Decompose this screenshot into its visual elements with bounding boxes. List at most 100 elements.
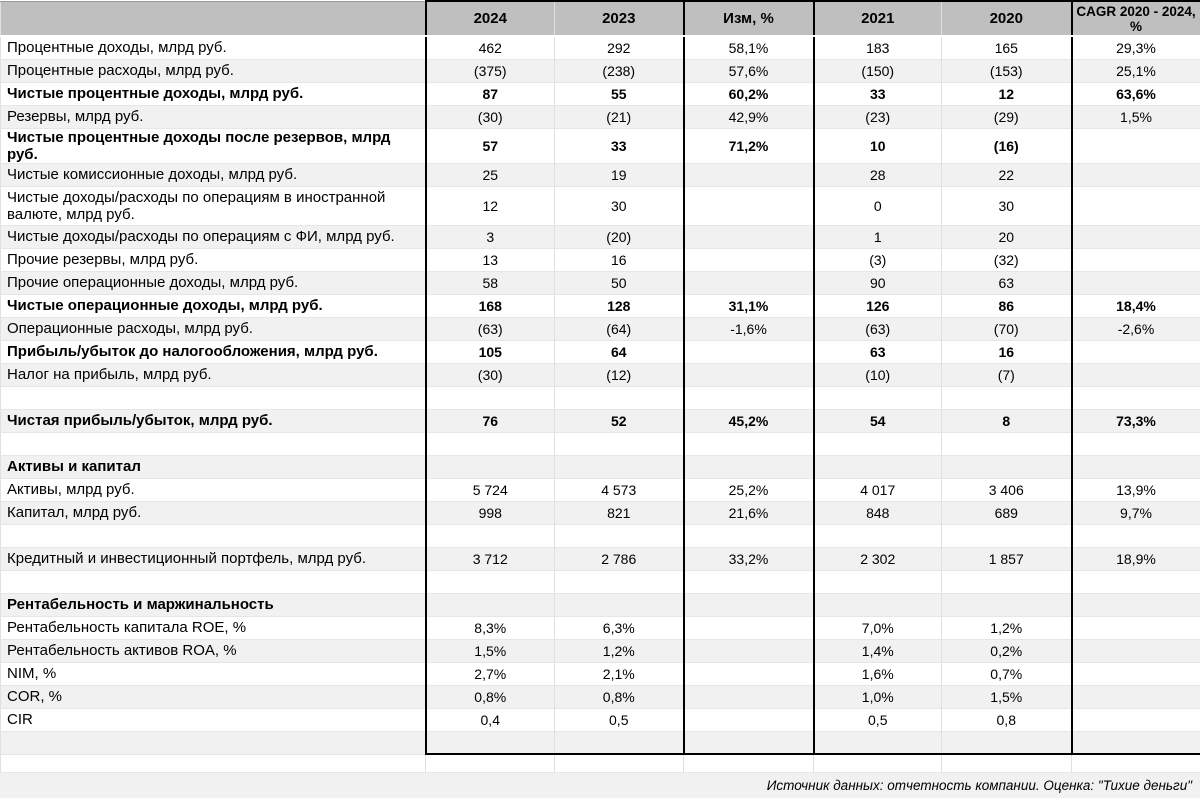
cell-2024: 87 <box>426 82 555 105</box>
cell-change <box>684 163 814 186</box>
cell-2024: 0,8% <box>426 685 555 708</box>
cell-change <box>684 340 814 363</box>
cell-2020: (29) <box>942 105 1072 128</box>
cell-cagr: 73,3% <box>1072 409 1200 432</box>
cell-2024 <box>426 593 555 616</box>
cell-change <box>684 616 814 639</box>
cell-change <box>684 662 814 685</box>
cell-2023 <box>555 570 684 593</box>
cell-cagr <box>1072 225 1200 248</box>
column-header-cagr: CAGR 2020 - 2024, % <box>1072 1 1200 36</box>
cell-2023 <box>555 432 684 455</box>
cell-2020: (153) <box>942 59 1072 82</box>
row-label: Рентабельность капитала ROE, % <box>1 616 426 639</box>
cell-2023: 821 <box>555 501 684 524</box>
source-note: Источник данных: отчетность компании. Оц… <box>0 773 1200 798</box>
column-header-2021: 2021 <box>814 1 942 36</box>
cell-change: 33,2% <box>684 547 814 570</box>
cell-2020: 63 <box>942 271 1072 294</box>
row-label: Налог на прибыль, млрд руб. <box>1 363 426 386</box>
cell-2021: 2 302 <box>814 547 942 570</box>
cell-cagr: 18,9% <box>1072 547 1200 570</box>
cell-2023: (238) <box>555 59 684 82</box>
cell-2024: 8,3% <box>426 616 555 639</box>
cell-2023: (20) <box>555 225 684 248</box>
cell-2021: 1,4% <box>814 639 942 662</box>
cell-2024: 12 <box>426 186 555 225</box>
cell-2023: (12) <box>555 363 684 386</box>
row-label: Прочие резервы, млрд руб. <box>1 248 426 271</box>
table-row: Рентабельность капитала ROE, %8,3%6,3%7,… <box>1 616 1200 639</box>
cell-2023: 33 <box>555 128 684 163</box>
header-row: 2024 2023 Изм, % 2021 2020 CAGR 2020 - 2… <box>1 1 1200 36</box>
column-header-2020: 2020 <box>942 1 1072 36</box>
cell-2020: 1,2% <box>942 616 1072 639</box>
table-row: COR, %0,8%0,8%1,0%1,5% <box>1 685 1200 708</box>
cell-2024: 1,5% <box>426 639 555 662</box>
row-label: Прибыль/убыток до налогообложения, млрд … <box>1 340 426 363</box>
cell-2020 <box>942 570 1072 593</box>
column-header-2023: 2023 <box>555 1 684 36</box>
cell-cagr <box>1072 128 1200 163</box>
cell-cagr <box>1072 593 1200 616</box>
cell-2024: 57 <box>426 128 555 163</box>
cell-2021: 33 <box>814 82 942 105</box>
cell-2023: 52 <box>555 409 684 432</box>
row-label: CIR <box>1 708 426 731</box>
cell-change <box>684 754 814 772</box>
cell-2023 <box>555 731 684 754</box>
cell-cagr <box>1072 248 1200 271</box>
cell-2023 <box>555 593 684 616</box>
cell-2020 <box>942 754 1072 772</box>
cell-change: 57,6% <box>684 59 814 82</box>
cell-2020 <box>942 524 1072 547</box>
row-label: Резервы, млрд руб. <box>1 105 426 128</box>
cell-cagr <box>1072 455 1200 478</box>
cell-change: 45,2% <box>684 409 814 432</box>
cell-2020: 8 <box>942 409 1072 432</box>
cell-cagr <box>1072 639 1200 662</box>
cell-2021: (63) <box>814 317 942 340</box>
cell-2021 <box>814 570 942 593</box>
cell-2021: 7,0% <box>814 616 942 639</box>
cell-2020: 16 <box>942 340 1072 363</box>
cell-change <box>684 225 814 248</box>
cell-2024 <box>426 731 555 754</box>
cell-2023: 19 <box>555 163 684 186</box>
cell-change: 21,6% <box>684 501 814 524</box>
table-row: NIM, %2,7%2,1%1,6%0,7% <box>1 662 1200 685</box>
cell-2021: 0,5 <box>814 708 942 731</box>
row-label <box>1 386 426 409</box>
cell-change <box>684 570 814 593</box>
table-row: Прибыль/убыток до налогообложения, млрд … <box>1 340 1200 363</box>
row-label: Чистые операционные доходы, млрд руб. <box>1 294 426 317</box>
row-label <box>1 731 426 754</box>
cell-2020: 1 857 <box>942 547 1072 570</box>
cell-2021 <box>814 386 942 409</box>
cell-2020: 22 <box>942 163 1072 186</box>
cell-2020: 30 <box>942 186 1072 225</box>
cell-2021: (23) <box>814 105 942 128</box>
cell-2024: 13 <box>426 248 555 271</box>
cell-cagr <box>1072 570 1200 593</box>
row-label: Прочие операционные доходы, млрд руб. <box>1 271 426 294</box>
cell-2020: 689 <box>942 501 1072 524</box>
cell-2024 <box>426 570 555 593</box>
cell-2021 <box>814 455 942 478</box>
cell-2020: 0,2% <box>942 639 1072 662</box>
row-label: Кредитный и инвестиционный портфель, млр… <box>1 547 426 570</box>
cell-2023: 0,5 <box>555 708 684 731</box>
row-label: Чистые процентные доходы, млрд руб. <box>1 82 426 105</box>
cell-2024: (375) <box>426 59 555 82</box>
cell-2024: 0,4 <box>426 708 555 731</box>
cell-2020: 20 <box>942 225 1072 248</box>
cell-change: 25,2% <box>684 478 814 501</box>
cell-change <box>684 455 814 478</box>
cell-2021: 0 <box>814 186 942 225</box>
row-label <box>1 754 426 772</box>
